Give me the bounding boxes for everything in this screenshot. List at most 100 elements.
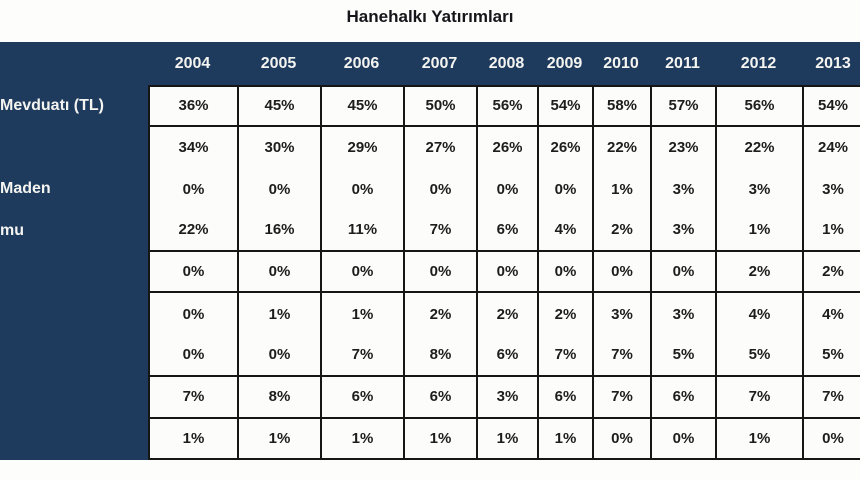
table-cell: 0%: [320, 251, 403, 294]
table-cell: 0%: [476, 168, 537, 211]
table-cell: 1%: [802, 210, 860, 252]
table-title: Hanehalkı Yatırımları: [346, 7, 514, 26]
table-cell: 7%: [320, 335, 403, 377]
year-header: 2013: [815, 54, 851, 72]
table-cell: 1%: [237, 293, 320, 336]
table-cell: 0%: [476, 251, 537, 294]
year-header-band: [0, 42, 860, 85]
table-cell: 6%: [320, 376, 403, 419]
table-cell: 29%: [320, 126, 403, 169]
table-cell: 1%: [476, 418, 537, 461]
table-cell: 0%: [148, 293, 237, 336]
table-cell: 22%: [148, 210, 237, 252]
table-cell: 0%: [403, 251, 476, 294]
table-cell: 16%: [237, 210, 320, 252]
table-cell: 58%: [592, 85, 650, 127]
table-cell: 1%: [715, 418, 802, 461]
table-cell: 3%: [650, 210, 715, 252]
table-cell: 3%: [715, 168, 802, 211]
table-cell: 57%: [650, 85, 715, 127]
table-cell: 0%: [148, 335, 237, 377]
table-cell: 22%: [592, 126, 650, 169]
table-cell: 8%: [237, 376, 320, 419]
table-cell: 6%: [476, 210, 537, 252]
table-cell: 7%: [537, 335, 592, 377]
year-header: 2007: [421, 54, 458, 72]
table-cell: 0%: [650, 251, 715, 294]
table-cell: 2%: [592, 210, 650, 252]
table-cell: 23%: [650, 126, 715, 169]
table-cell: 2%: [403, 293, 476, 336]
year-header: 2004: [174, 54, 211, 72]
table-cell: 6%: [476, 335, 537, 377]
table-cell: 0%: [537, 168, 592, 211]
table-cell: 3%: [650, 293, 715, 336]
table-cell: 36%: [148, 85, 237, 127]
table-cell: 0%: [592, 251, 650, 294]
table-cell: 4%: [715, 293, 802, 336]
table-cell: 2%: [715, 251, 802, 294]
table-cell: 24%: [802, 126, 860, 169]
table-cell: 0%: [237, 335, 320, 377]
year-header: 2005: [260, 54, 297, 72]
table-cell: 0%: [237, 168, 320, 211]
table-cell: 22%: [715, 126, 802, 169]
table-cell: 34%: [148, 126, 237, 169]
table-cell: 1%: [537, 418, 592, 461]
table-cell: 0%: [403, 168, 476, 211]
row-label: mu: [0, 222, 24, 240]
table-cell: 27%: [403, 126, 476, 169]
table-cell: 2%: [537, 293, 592, 336]
table-cell: 50%: [403, 85, 476, 127]
year-header: 2006: [343, 54, 380, 72]
table-cell: 6%: [537, 376, 592, 419]
table-cell: 6%: [403, 376, 476, 419]
table-cell: 1%: [715, 210, 802, 252]
year-header: 2008: [488, 54, 525, 72]
table-cell: 45%: [320, 85, 403, 127]
table-cell: 3%: [802, 168, 860, 211]
row-label: Maden: [0, 180, 51, 198]
year-header: 2011: [665, 54, 700, 72]
year-header: 2012: [740, 54, 777, 72]
table-cell: 5%: [715, 335, 802, 377]
table-cell: 0%: [320, 168, 403, 211]
table-cell: 0%: [237, 251, 320, 294]
table-cell: 7%: [403, 210, 476, 252]
table-cell: 1%: [320, 293, 403, 336]
table-cell: 0%: [148, 168, 237, 211]
table-cell: 3%: [650, 168, 715, 211]
table-cell: 4%: [537, 210, 592, 252]
table-cell: 7%: [592, 376, 650, 419]
table-cell: 30%: [237, 126, 320, 169]
table-cell: 4%: [802, 293, 860, 336]
table-cell: 56%: [476, 85, 537, 127]
table-cell: 1%: [320, 418, 403, 461]
table-cell: 8%: [403, 335, 476, 377]
table-cell: 1%: [237, 418, 320, 461]
table-cell: 1%: [403, 418, 476, 461]
table-cell: 2%: [476, 293, 537, 336]
table-cell: 54%: [537, 85, 592, 127]
table-cell: 0%: [592, 418, 650, 461]
table-cell: 56%: [715, 85, 802, 127]
table-cell: 1%: [148, 418, 237, 461]
table-cell: 0%: [802, 418, 860, 461]
table-cell: 11%: [320, 210, 403, 252]
row-label-column: [0, 85, 148, 460]
data-grid: 36% 45% 45% 50% 56% 54% 58% 57% 56% 54% 34% 30% 29% 2…: [148, 85, 860, 461]
table-cell: 0%: [148, 251, 237, 294]
year-header: 2010: [603, 54, 639, 72]
table-cell: 7%: [802, 376, 860, 419]
table-cell: 0%: [537, 251, 592, 294]
year-header-row: 2004 2005 2006 2007 2008 2009 2010 2011 2012 2013: [148, 42, 860, 85]
table-cell: 1%: [592, 168, 650, 211]
table-cell: 7%: [715, 376, 802, 419]
table-cell: 45%: [237, 85, 320, 127]
year-header: 2009: [546, 54, 583, 72]
table-cell: 26%: [537, 126, 592, 169]
row-label: Mevduatı (TL): [0, 97, 104, 114]
table-cell: 0%: [650, 418, 715, 461]
table-cell: 3%: [476, 376, 537, 419]
table-cell: 5%: [802, 335, 860, 377]
